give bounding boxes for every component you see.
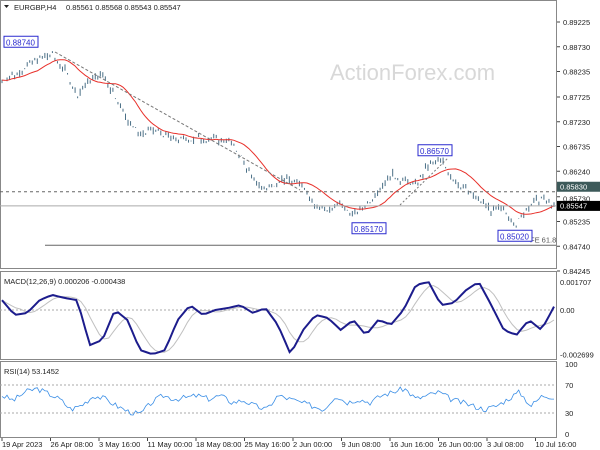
price-annotation: 0.86570: [420, 147, 449, 156]
price-tick-label: 0.85235: [563, 218, 590, 227]
rsi-axis-label: 100: [565, 360, 578, 369]
macd-signal-line: [1, 284, 555, 353]
dropdown-icon[interactable]: [4, 5, 9, 8]
trend-line: [399, 157, 449, 206]
level-tag-label: 0.85830: [560, 182, 587, 191]
price-annotation: 0.85020: [500, 232, 529, 241]
price-tick-label: 0.89225: [563, 18, 590, 27]
level-tag: [557, 181, 600, 192]
rsi-axis-label: 70: [565, 381, 573, 390]
symbol-label: EURGBP,H4: [14, 3, 56, 12]
time-tick-label: 10 Jul 16:00: [536, 440, 577, 449]
time-tick-label: 3 May 16:00: [99, 440, 140, 449]
time-tick-label: 18 May 08:00: [196, 440, 241, 449]
price-tick-label: 0.84245: [563, 267, 590, 276]
price-annotation-box: [351, 222, 387, 235]
time-tick-label: 9 Jun 08:00: [342, 440, 381, 449]
watermark: ActionForex.com: [330, 60, 495, 85]
price-tick-label: 0.88730: [563, 43, 590, 52]
rsi-axis-label: 30: [565, 409, 573, 418]
moving-average-line: [1, 59, 555, 215]
time-tick-label: 19 Apr 2023: [2, 440, 42, 449]
price-tick-label: 0.85730: [563, 195, 590, 204]
time-tick-label: 26 Jun 00:00: [439, 440, 482, 449]
price-annotation: 0.88740: [6, 38, 35, 47]
time-tick-label: 2 Jun 00:00: [293, 440, 332, 449]
price-tick-label: 0.87725: [563, 93, 590, 102]
macd-axis-label: 0.001707: [560, 278, 591, 287]
trend-line: [54, 51, 301, 191]
time-tick-label: 26 Apr 08:00: [51, 440, 94, 449]
macd-axis-label: -0.002699: [560, 350, 594, 359]
price-tick-label: 0.84740: [563, 242, 590, 251]
price-tick-label: 0.86735: [563, 143, 590, 152]
price-annotation-box: [3, 35, 39, 48]
rsi-panel: [0, 361, 557, 438]
time-tick-label: 25 May 16:00: [245, 440, 290, 449]
main-panel: [0, 0, 557, 269]
price-tick-label: 0.87230: [563, 118, 590, 127]
macd-title: MACD(12,26,9) 0.000206 -0.000438: [4, 277, 125, 286]
price-annotation-box: [417, 144, 453, 157]
ohlc-label: 0.85561 0.85568 0.85543 0.85547: [66, 3, 181, 12]
price-tick-label: 0.88235: [563, 68, 590, 77]
macd-line: [1, 281, 555, 355]
rsi-axis-label: 0: [565, 430, 569, 439]
current-price-tag: [557, 200, 600, 211]
price-annotation: 0.85170: [354, 225, 383, 234]
price-tick-label: 0.86240: [563, 167, 590, 176]
time-tick-label: 11 May 00:00: [148, 440, 193, 449]
macd-axis-label: 0.00: [560, 306, 575, 315]
rsi-title: RSI(14) 53.1452: [4, 367, 59, 376]
fe-label: FE 61.8: [530, 235, 556, 244]
time-tick-label: 3 Jul 08:00: [487, 440, 524, 449]
time-tick-label: 16 Jun 16:00: [390, 440, 433, 449]
price-annotation-box: [497, 229, 533, 242]
current-price-label: 0.85547: [560, 201, 587, 210]
rsi-line: [1, 386, 554, 416]
